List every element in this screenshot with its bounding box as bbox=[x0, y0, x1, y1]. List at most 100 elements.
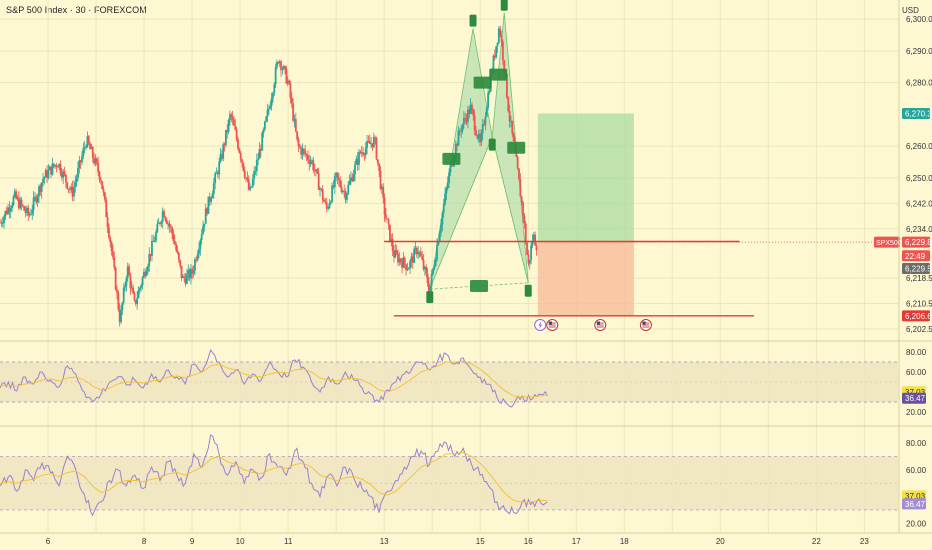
candle-up bbox=[1, 223, 4, 224]
candle-down bbox=[230, 114, 233, 117]
candle-down bbox=[535, 245, 538, 251]
candle-up bbox=[528, 259, 531, 264]
candle-up bbox=[301, 148, 304, 155]
candle-up bbox=[43, 177, 46, 180]
candle-down bbox=[379, 170, 382, 189]
candle-up bbox=[42, 179, 44, 183]
candle-down bbox=[456, 143, 459, 146]
rsi-axis-label: 20.00 bbox=[906, 408, 927, 417]
candle-up bbox=[441, 212, 444, 225]
candle-up bbox=[333, 176, 336, 188]
candle-up bbox=[7, 207, 9, 214]
candle-down bbox=[428, 283, 430, 291]
candle-up bbox=[434, 259, 437, 266]
candle-up bbox=[215, 172, 218, 174]
candle-down bbox=[426, 273, 429, 284]
candle-down bbox=[114, 267, 117, 290]
candle-down bbox=[105, 199, 108, 218]
candle-up bbox=[130, 287, 133, 289]
candle-down bbox=[511, 120, 514, 134]
candle-down bbox=[285, 68, 288, 84]
pattern-leg-label bbox=[473, 76, 492, 89]
candle-down bbox=[108, 227, 110, 238]
candle-down bbox=[52, 163, 55, 167]
candle-down bbox=[66, 182, 69, 189]
candle-up bbox=[449, 164, 452, 173]
candle-down bbox=[323, 199, 325, 202]
candle-up bbox=[126, 266, 129, 279]
candle-down bbox=[97, 163, 100, 172]
candle-up bbox=[54, 164, 57, 167]
candle-down bbox=[308, 160, 311, 164]
candle-up bbox=[273, 84, 276, 94]
pattern-point-marker bbox=[469, 14, 477, 27]
candle-down bbox=[87, 136, 90, 144]
price-tag bbox=[902, 107, 930, 119]
candle-down bbox=[106, 217, 109, 228]
price-tag-label: 6,229.8 bbox=[905, 238, 932, 247]
candle-up bbox=[370, 143, 373, 145]
candle-up bbox=[442, 204, 445, 213]
price-axis-label: 6,202.5 bbox=[906, 325, 932, 334]
candle-down bbox=[176, 250, 179, 253]
time-axis-label: 11 bbox=[284, 537, 293, 546]
candle-up bbox=[207, 196, 210, 214]
candle-down bbox=[351, 177, 354, 182]
pattern-dashed-line bbox=[429, 136, 493, 290]
candle-up bbox=[94, 158, 97, 164]
price-tag-label: 6,206.6 bbox=[905, 312, 932, 321]
candle-up bbox=[510, 120, 512, 122]
candle-up bbox=[194, 259, 196, 271]
candle-up bbox=[251, 178, 254, 187]
candle-down bbox=[246, 178, 249, 180]
candle-down bbox=[395, 250, 398, 254]
profit-zone bbox=[537, 113, 634, 242]
candle-down bbox=[422, 259, 425, 270]
candle-down bbox=[376, 159, 379, 164]
candle-up bbox=[262, 129, 265, 134]
pattern-dashed-line bbox=[491, 136, 529, 283]
candle-up bbox=[255, 160, 258, 171]
chart-title: S&P 500 Index · 30 · FOREXCOM bbox=[6, 5, 147, 15]
candle-up bbox=[86, 136, 89, 147]
candle-up bbox=[62, 171, 65, 178]
candle-up bbox=[34, 196, 36, 198]
candle-down bbox=[403, 257, 406, 265]
candle-up bbox=[398, 258, 401, 263]
candle-up bbox=[47, 170, 50, 179]
candle-down bbox=[344, 191, 347, 200]
price-tag bbox=[902, 236, 930, 248]
candle-down bbox=[23, 206, 26, 211]
candle-down bbox=[69, 188, 71, 190]
candle-down bbox=[464, 117, 467, 119]
candle-down bbox=[307, 155, 309, 161]
candle-down bbox=[95, 158, 98, 164]
candle-down bbox=[339, 180, 342, 187]
candle-down bbox=[234, 125, 237, 130]
candle-down bbox=[296, 131, 299, 140]
candle-down bbox=[59, 163, 62, 174]
candle-down bbox=[175, 244, 178, 251]
candle-down bbox=[468, 109, 471, 114]
candle-down bbox=[512, 133, 515, 141]
candle-down bbox=[362, 152, 364, 155]
candle-down bbox=[317, 173, 320, 190]
candle-down bbox=[343, 190, 346, 192]
candle-up bbox=[440, 224, 442, 233]
candle-up bbox=[121, 302, 124, 311]
candle-up bbox=[214, 173, 217, 184]
candle-down bbox=[180, 265, 183, 278]
candle-up bbox=[199, 240, 202, 250]
candle-up bbox=[532, 234, 535, 241]
time-axis-label: 17 bbox=[572, 537, 581, 546]
candle-up bbox=[335, 172, 338, 177]
candle-down bbox=[294, 119, 297, 132]
candle-up bbox=[281, 69, 284, 71]
candle-down bbox=[259, 149, 262, 151]
candle-up bbox=[331, 185, 334, 202]
candle-down bbox=[91, 147, 94, 159]
candle-down bbox=[499, 28, 502, 36]
candle-down bbox=[56, 166, 59, 168]
candle-up bbox=[90, 147, 93, 150]
